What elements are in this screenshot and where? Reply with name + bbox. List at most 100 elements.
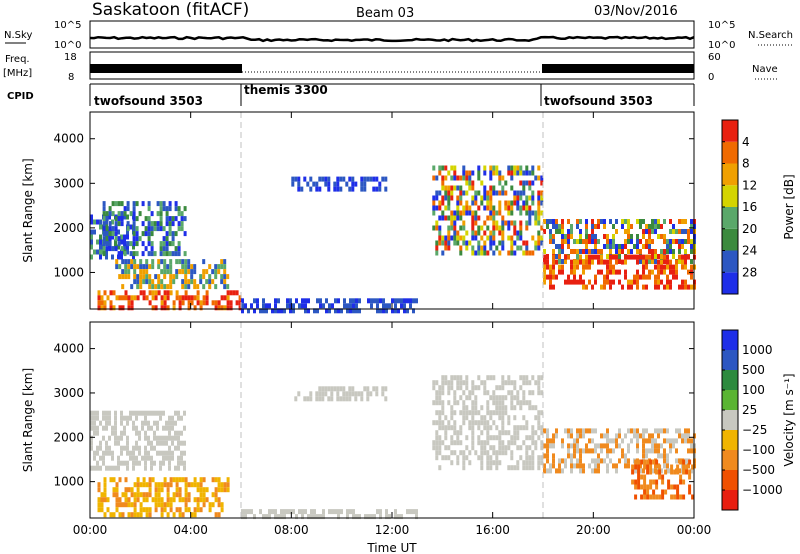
- echo-cell: [97, 487, 101, 493]
- echo-cell: [582, 433, 585, 439]
- echo-cell: [126, 226, 130, 232]
- echo-cell: [669, 443, 672, 449]
- echo-cell: [576, 438, 579, 444]
- echo-cell: [376, 298, 379, 304]
- echo-cell: [672, 254, 675, 259]
- echo-cell: [450, 385, 454, 391]
- echo-cell: [612, 463, 615, 469]
- echo-cell: [214, 269, 218, 275]
- echo-cell: [537, 435, 541, 441]
- echo-cell: [474, 400, 478, 406]
- echo-cell: [151, 259, 155, 265]
- echo-cell: [465, 210, 469, 216]
- echo-cell: [588, 264, 591, 270]
- echo-cell: [501, 420, 505, 426]
- echo-cell: [495, 410, 499, 416]
- echo-cell: [450, 460, 454, 466]
- echo-cell: [681, 438, 684, 444]
- echo-cell: [331, 303, 334, 309]
- echo-cell: [327, 186, 331, 192]
- echo-cell: [651, 239, 654, 244]
- echo-cell: [561, 224, 564, 229]
- echo-cell: [168, 425, 171, 431]
- echo-cell: [307, 514, 310, 520]
- echo-cell: [639, 239, 642, 244]
- echo-cell: [450, 195, 454, 201]
- echo-cell: [193, 295, 197, 301]
- echo-cell: [486, 375, 490, 381]
- echo-cell: [642, 254, 645, 260]
- echo-cell: [127, 502, 131, 508]
- echo-cell: [360, 181, 364, 187]
- echo-cell: [651, 468, 654, 474]
- echo-cell: [474, 405, 478, 411]
- echo-cell: [124, 295, 128, 301]
- echo-cell: [537, 245, 541, 251]
- echo-cell: [187, 259, 191, 265]
- echo-cell: [166, 492, 170, 498]
- echo-cell: [637, 459, 641, 465]
- echo-cell: [262, 298, 265, 304]
- echo-cell: [348, 391, 352, 397]
- echo-cell: [397, 514, 400, 520]
- echo-cell: [531, 440, 535, 446]
- echo-cell: [147, 206, 151, 212]
- echo-cell: [549, 269, 552, 275]
- echo-cell: [528, 460, 532, 466]
- echo-cell: [657, 433, 660, 439]
- echo-cell: [312, 181, 316, 187]
- echo-cell: [435, 430, 439, 436]
- echo-cell: [108, 465, 111, 471]
- echo-cell: [381, 391, 385, 397]
- echo-cell: [631, 479, 635, 485]
- echo-cell: [115, 492, 119, 498]
- echo-cell: [498, 250, 502, 256]
- echo-cell: [576, 443, 579, 449]
- echo-cell: [471, 430, 475, 436]
- echo-cell: [540, 190, 544, 196]
- echo-cell: [570, 229, 573, 234]
- echo-cell: [669, 438, 672, 444]
- echo-cell: [157, 274, 161, 280]
- echo-cell: [585, 234, 588, 239]
- echo-cell: [495, 245, 499, 251]
- echo-cell: [468, 450, 472, 456]
- echo-cell: [474, 190, 478, 196]
- echo-cell: [588, 448, 591, 454]
- echo-cell: [135, 236, 139, 242]
- echo-cell: [459, 190, 463, 196]
- echo-cell: [367, 514, 370, 520]
- echo-cell: [591, 468, 594, 474]
- echo-cell: [507, 250, 511, 256]
- echo-cell: [489, 195, 493, 201]
- echo-cell: [459, 200, 463, 206]
- echo-cell: [103, 492, 107, 498]
- echo-cell: [495, 460, 499, 466]
- echo-cell: [183, 251, 187, 257]
- echo-cell: [561, 244, 564, 249]
- echo-cell: [301, 514, 304, 520]
- echo-cell: [636, 443, 639, 449]
- echo-cell: [169, 477, 173, 483]
- echo-cell: [465, 205, 469, 211]
- echo-cell: [501, 190, 505, 196]
- echo-cell: [100, 502, 104, 508]
- echo-cell: [450, 405, 454, 411]
- echo-cell: [636, 269, 639, 275]
- echo-cell: [495, 165, 499, 171]
- echo-cell: [685, 469, 689, 475]
- echo-cell: [297, 181, 301, 187]
- echo-cell: [618, 269, 621, 275]
- echo-cell: [120, 216, 124, 222]
- echo-cell: [615, 463, 618, 469]
- echo-cell: [217, 305, 221, 311]
- echo-cell: [351, 176, 355, 182]
- echo-cell: [687, 269, 690, 275]
- echo-cell: [172, 300, 176, 306]
- echo-cell: [126, 450, 129, 456]
- colorbar-tick-label: 24: [742, 244, 757, 258]
- echo-cell: [453, 450, 457, 456]
- echo-cell: [561, 234, 564, 239]
- echo-cell: [190, 300, 194, 306]
